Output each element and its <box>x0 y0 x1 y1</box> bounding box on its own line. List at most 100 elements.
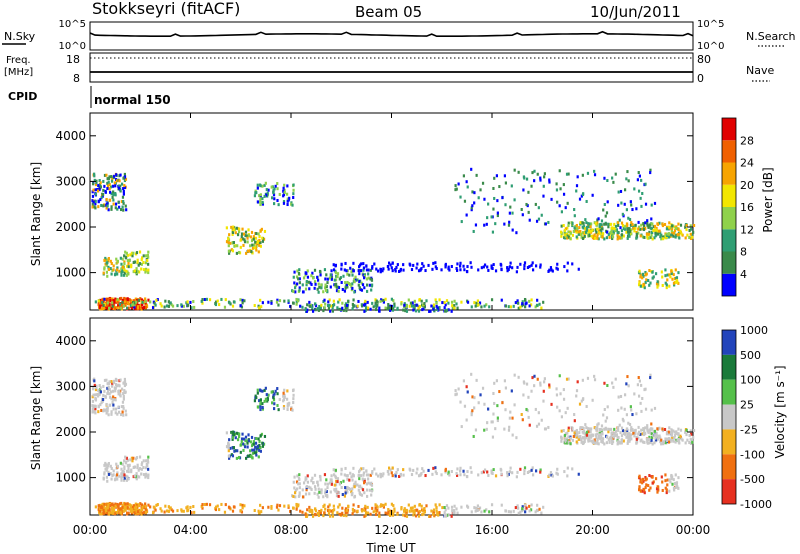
power-cell <box>670 227 674 231</box>
velocity-cell <box>363 491 366 495</box>
velocity-cell <box>123 503 126 507</box>
velocity-cell <box>345 514 348 518</box>
power-cell <box>654 228 657 232</box>
velocity-cell <box>660 442 663 446</box>
velocity-cell <box>120 501 123 505</box>
velocity-cell <box>475 378 478 382</box>
power-cell <box>514 301 517 305</box>
power-cell <box>622 234 625 238</box>
velocity-cell <box>429 514 432 518</box>
velocity-cell <box>367 473 370 477</box>
power-cell <box>613 227 616 231</box>
power-cell <box>121 300 124 304</box>
velocity-cell <box>650 422 653 426</box>
power-cell <box>577 230 580 234</box>
velocity-cell <box>214 508 218 512</box>
velocity-cell <box>580 440 583 444</box>
power-cell <box>144 254 148 258</box>
velocity-colorbar-cell <box>722 429 736 455</box>
velocity-cell <box>621 417 624 421</box>
velocity-cell <box>301 510 304 514</box>
velocity-cell <box>531 466 534 470</box>
velocity-cell <box>573 413 576 417</box>
power-cell <box>350 270 353 274</box>
velocity-cell <box>507 428 511 432</box>
velocity-cell <box>585 430 589 434</box>
power-cell <box>349 266 352 270</box>
velocity-cell <box>596 423 599 427</box>
velocity-cell <box>357 488 360 492</box>
power-cell <box>562 192 566 196</box>
velocity-cell <box>625 382 628 386</box>
velocity-cell <box>599 433 602 437</box>
power-cell <box>610 226 613 230</box>
velocity-cell <box>516 504 519 508</box>
power-cell <box>528 304 531 308</box>
power-cell <box>251 246 255 250</box>
power-cell <box>333 278 336 282</box>
velocity-cell <box>316 483 320 487</box>
velocity-cell <box>313 485 317 489</box>
velocity-cell <box>637 430 641 434</box>
velocity-cell <box>600 428 603 432</box>
power-cell <box>670 229 673 233</box>
velocity-cell <box>256 388 259 392</box>
power-cell <box>159 302 162 306</box>
power-cell <box>334 263 338 267</box>
power-cell <box>340 280 343 284</box>
velocity-cell <box>361 509 364 513</box>
power-cell <box>105 304 108 308</box>
power-cell <box>675 278 678 282</box>
power-cell <box>593 233 596 237</box>
velocity-cell <box>288 401 291 405</box>
velocity-cell <box>689 441 693 445</box>
power-cell <box>418 298 421 302</box>
power-cell <box>153 301 156 305</box>
power-cell <box>130 265 133 269</box>
power-cell <box>107 265 110 269</box>
velocity-cell <box>670 434 673 438</box>
power-cell <box>651 270 654 274</box>
power-cell <box>618 218 621 222</box>
velocity-cell <box>101 506 104 510</box>
velocity-cell <box>647 484 650 488</box>
velocity-cell <box>346 485 349 489</box>
power-cell <box>270 301 273 305</box>
velocity-cell <box>132 465 135 469</box>
velocity-cell <box>655 431 658 435</box>
power-cell <box>528 265 531 269</box>
power-cell <box>231 241 234 245</box>
velocity-cell <box>235 456 238 460</box>
velocity-cell <box>356 509 359 513</box>
velocity-cell <box>432 512 435 516</box>
velocity-cell <box>118 389 121 393</box>
power-cell <box>163 305 166 309</box>
power-cell <box>309 304 312 308</box>
power-cell <box>101 193 105 197</box>
velocity-cell <box>632 431 635 435</box>
power-cell <box>144 302 147 306</box>
power-cell <box>320 303 323 307</box>
power-cell <box>648 236 651 240</box>
velocity-cell <box>119 461 122 465</box>
velocity-cell <box>125 478 128 482</box>
velocity-cell <box>414 514 418 518</box>
velocity-cell <box>367 481 370 485</box>
power-cell <box>391 306 394 310</box>
velocity-cell <box>595 436 598 440</box>
velocity-cell <box>107 385 110 389</box>
power-cell <box>257 304 260 308</box>
velocity-cell <box>190 511 193 515</box>
velocity-cell <box>447 513 450 517</box>
velocity-cell <box>110 412 113 416</box>
power-cell <box>438 306 441 310</box>
velocity-cell <box>319 478 322 482</box>
velocity-cell <box>402 513 405 517</box>
power-cell <box>579 222 582 226</box>
velocity-cell <box>600 424 604 428</box>
power-cell <box>255 191 258 195</box>
power-cell <box>364 302 367 306</box>
velocity-cell <box>266 396 269 400</box>
velocity-cell <box>98 384 101 388</box>
velocity-cell <box>412 510 415 514</box>
